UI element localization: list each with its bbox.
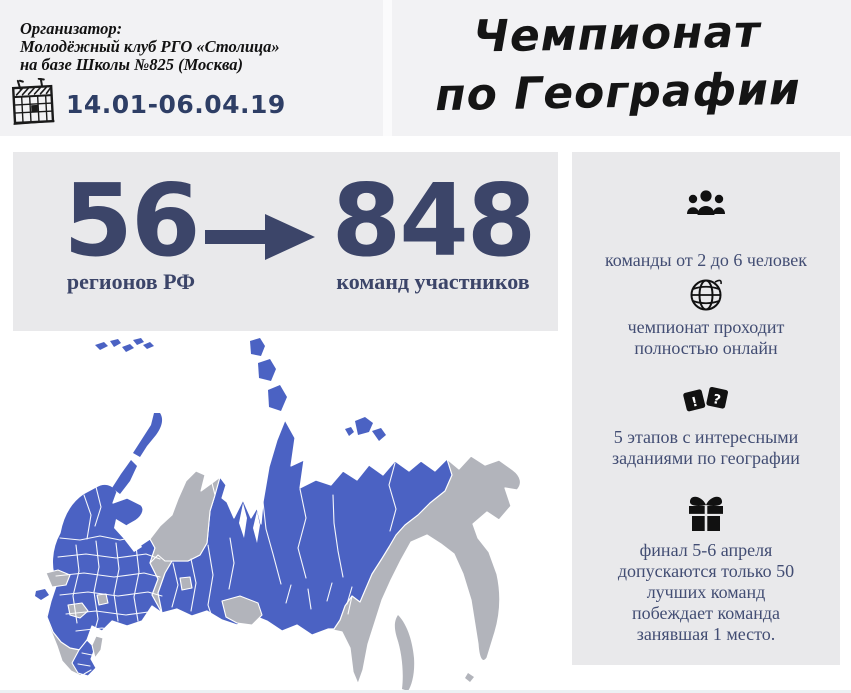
russia-regions-map	[35, 338, 522, 691]
header-divider	[383, 0, 392, 136]
globe-icon	[690, 279, 722, 311]
organizer-line: на базе Школы №825 (Москва)	[20, 55, 243, 74]
feature-final: занявшая 1 место.	[636, 624, 776, 644]
map-region-borders	[55, 462, 397, 675]
regions-label: регионов РФ	[66, 269, 196, 294]
feature-online: полностью онлайн	[634, 338, 778, 358]
map-islands-blue	[35, 338, 386, 600]
quiz-cards-icon: ! ?	[683, 386, 729, 412]
map-islands-gray	[394, 465, 478, 691]
feature-teams-size: команды от 2 до 6 человек	[604, 250, 808, 270]
bottom-edge-strip	[0, 690, 851, 693]
organizer-block: Организатор: Молодёжный клуб РГО «Столиц…	[20, 20, 380, 74]
feature-stages: заданиями по географии	[612, 448, 800, 468]
feature-final: допускаются только 50	[617, 561, 795, 581]
teams-count: 848	[331, 162, 537, 279]
regions-count: 56	[63, 162, 200, 279]
arrow-right-icon	[205, 214, 315, 260]
stat-regions: 56 регионов РФ	[31, 162, 231, 294]
map-european-blue	[46, 483, 163, 651]
stats-panel: 56 регионов РФ 848 команд участников	[13, 152, 558, 331]
date-range: 14.01-06.04.19	[66, 90, 286, 119]
map-siberia-blue	[157, 419, 453, 636]
organizer-line: Молодёжный клуб РГО «Столица»	[20, 37, 280, 56]
map-gray-patches	[45, 470, 263, 659]
calendar-icon	[11, 78, 55, 125]
page-title-line1: Чемпионат	[472, 6, 762, 63]
feature-stages: 5 этапов с интересными	[613, 427, 799, 447]
feature-final: лучших команд	[646, 582, 766, 602]
teams-label: команд участников	[336, 269, 530, 294]
page-title-line2: по Географии	[434, 63, 802, 122]
map-sea-inlets	[114, 503, 260, 552]
gift-icon	[689, 496, 723, 531]
info-panel: команды от 2 до 6 человек чемпионат прох…	[572, 152, 840, 665]
people-icon	[687, 190, 725, 215]
header-band	[0, 0, 851, 136]
feature-final: побеждает команда	[631, 603, 780, 623]
exclamation-glyph: !	[690, 395, 699, 411]
page-title: Чемпионат по Географии	[394, 2, 841, 126]
feature-online: чемпионат проходит	[627, 317, 785, 337]
feature-final: финал 5-6 апреля	[639, 540, 773, 560]
question-glyph: ?	[711, 392, 722, 408]
organizer-line: Организатор:	[20, 19, 123, 38]
stat-teams: 848 команд участников	[313, 162, 553, 294]
